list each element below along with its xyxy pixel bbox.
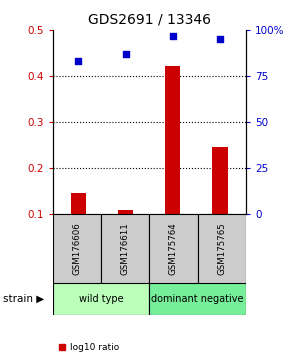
Bar bbox=[52, 214, 101, 283]
Text: GSM175765: GSM175765 bbox=[217, 222, 226, 275]
Bar bbox=[165, 66, 180, 214]
Text: GSM176606: GSM176606 bbox=[72, 222, 81, 275]
Text: strain ▶: strain ▶ bbox=[3, 294, 44, 304]
Bar bbox=[101, 214, 149, 283]
Bar bbox=[52, 283, 149, 315]
Text: GSM176611: GSM176611 bbox=[121, 222, 130, 275]
Bar bbox=[118, 210, 133, 214]
Text: GSM175764: GSM175764 bbox=[169, 222, 178, 275]
Point bbox=[170, 33, 175, 39]
Title: GDS2691 / 13346: GDS2691 / 13346 bbox=[88, 12, 211, 26]
Bar bbox=[149, 283, 246, 315]
Text: wild type: wild type bbox=[79, 294, 123, 304]
Bar bbox=[149, 214, 198, 283]
Legend: log10 ratio, percentile rank within the sample: log10 ratio, percentile rank within the … bbox=[54, 339, 227, 354]
Bar bbox=[198, 214, 246, 283]
Text: dominant negative: dominant negative bbox=[152, 294, 244, 304]
Bar bbox=[71, 193, 86, 214]
Point bbox=[123, 51, 128, 57]
Bar bbox=[212, 147, 228, 214]
Point bbox=[218, 36, 222, 42]
Point bbox=[76, 58, 81, 64]
